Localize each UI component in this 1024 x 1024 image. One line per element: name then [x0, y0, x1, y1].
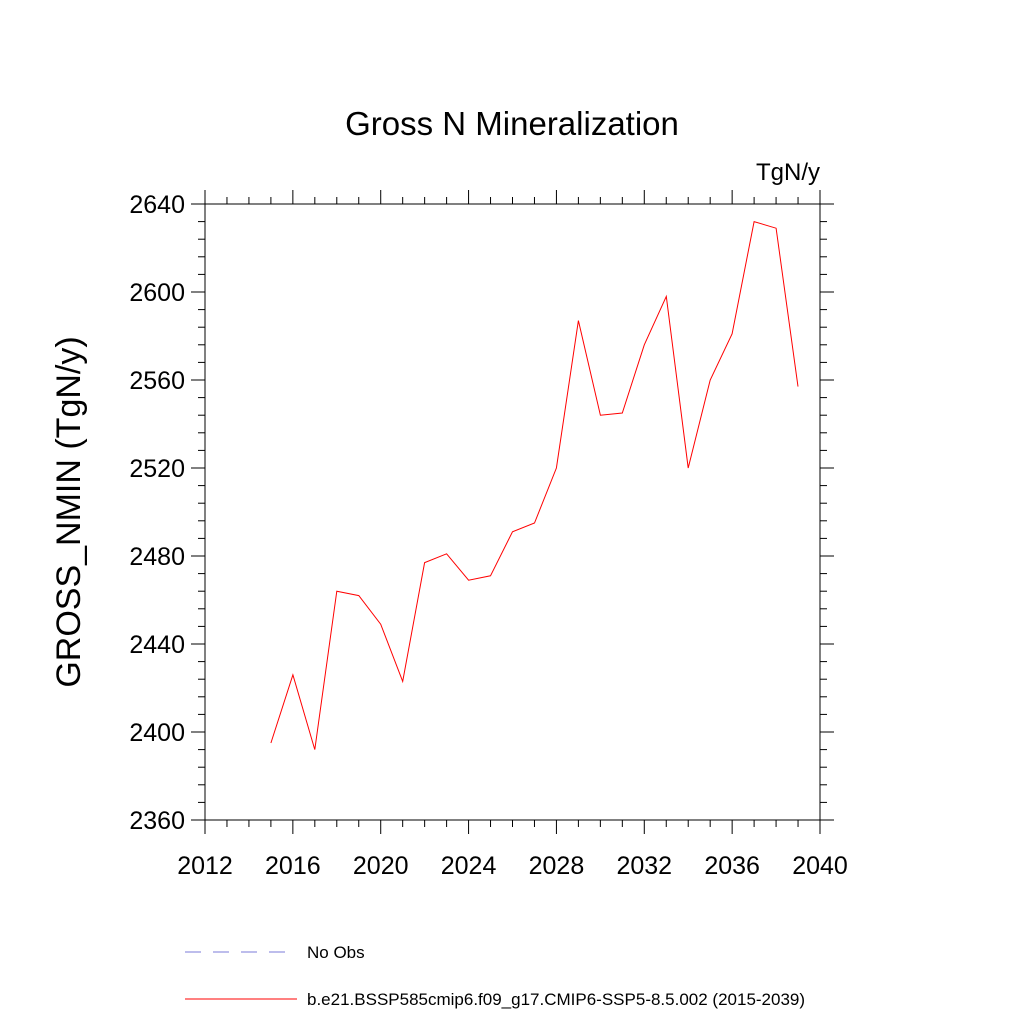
y-tick-label: 2560	[129, 367, 185, 395]
y-tick-label: 2520	[129, 455, 185, 483]
x-tick-label: 2016	[265, 852, 321, 880]
series-line	[270, 220, 799, 750]
plot-frame	[204, 203, 821, 821]
x-tick-label: 2040	[792, 852, 848, 880]
chart-title: Gross N Mineralization	[345, 105, 679, 142]
legend: No Obs b.e21.BSSP585cmip6.f09_g17.CMIP6-S…	[185, 943, 805, 1009]
y-tick-label: 2440	[129, 631, 185, 659]
legend-label: No Obs	[307, 943, 365, 962]
legend-label: b.e21.BSSP585cmip6.f09_g17.CMIP6-SSP5-8.…	[307, 990, 805, 1009]
y-tick-label: 2400	[129, 719, 185, 747]
x-tick-label: 2028	[529, 852, 585, 880]
y-tick-label: 2600	[129, 279, 185, 307]
x-tick-label: 2036	[704, 852, 760, 880]
y-tick-label: 2360	[129, 807, 185, 835]
axes: 2012 2016 2020 2024 2028 2032 2036 2040 2360 2400…	[129, 190, 848, 880]
x-tick-label: 2024	[441, 852, 497, 880]
series-layer	[270, 220, 799, 750]
x-tick-label: 2012	[177, 852, 233, 880]
units-label: TgN/y	[756, 159, 820, 186]
y-tick-label: 2480	[129, 543, 185, 571]
x-tick-label: 2020	[353, 852, 409, 880]
y-axis-label: GROSS_NMIN (TgN/y)	[50, 336, 88, 687]
x-tick-label: 2032	[616, 852, 672, 880]
y-tick-label: 2640	[129, 191, 185, 219]
